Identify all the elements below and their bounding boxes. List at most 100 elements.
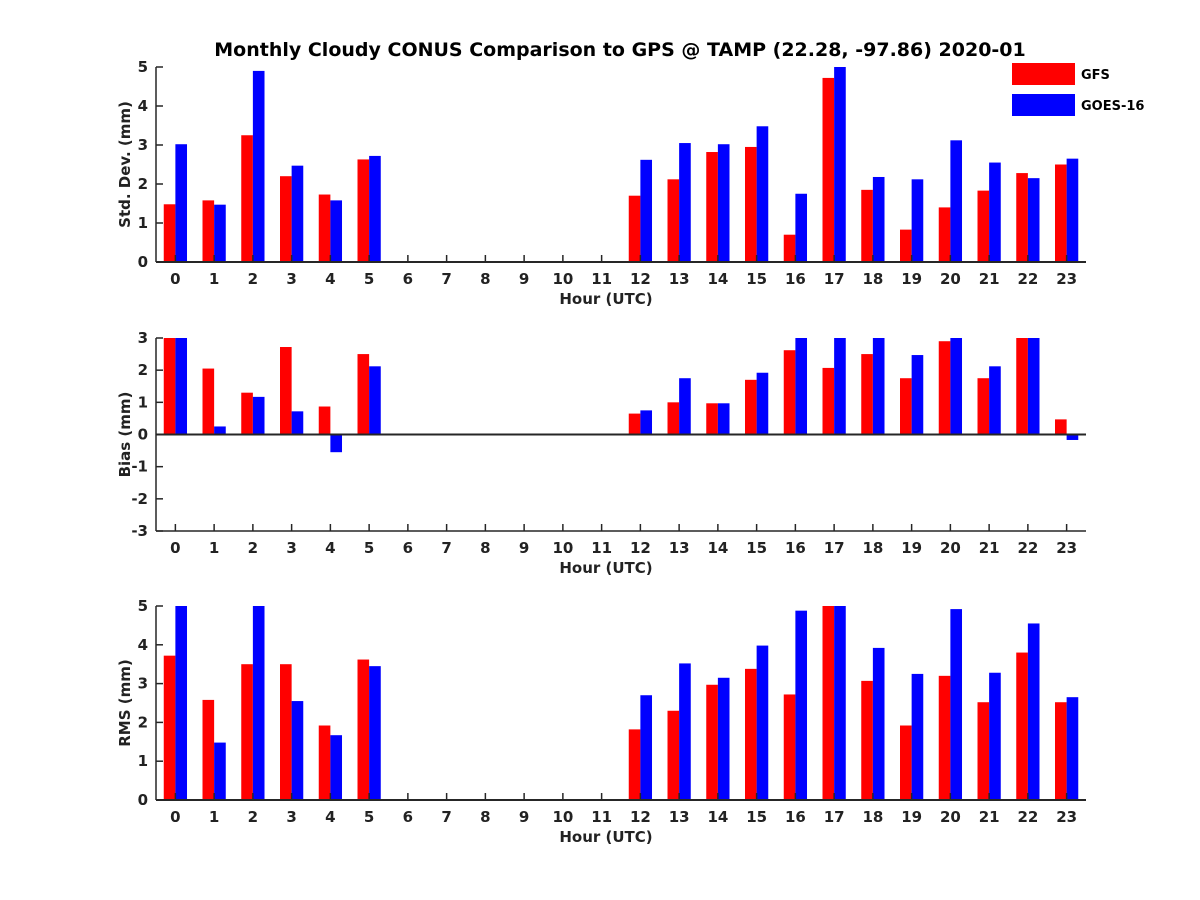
bar-goes-16-hour-21 <box>989 672 1001 800</box>
legend-label-gfs: GFS <box>1081 68 1110 83</box>
bar-gfs-hour-0 <box>163 655 176 800</box>
y-tick-label: 0 <box>138 426 148 444</box>
x-tick-label: 21 <box>979 270 1000 288</box>
bar-gfs-hour-19 <box>900 378 912 435</box>
bar-goes-16-hour-13 <box>679 663 691 800</box>
bar-gfs-hour-16 <box>783 694 796 800</box>
x-tick-label: 11 <box>591 270 612 288</box>
bar-gfs-hour-16 <box>783 350 796 435</box>
bar-goes-16-hour-21 <box>989 162 1001 262</box>
x-tick-label: 15 <box>746 539 767 557</box>
x-tick-label: 11 <box>591 539 612 557</box>
x-tick-label: 16 <box>785 270 806 288</box>
bar-goes-16-hour-2 <box>252 70 265 263</box>
bar-goes-16-hour-22 <box>1027 623 1040 800</box>
bar-goes-16-hour-0 <box>175 338 188 435</box>
bar-goes-16-hour-15 <box>756 372 769 435</box>
y-tick-label: -1 <box>131 458 148 476</box>
y-tick-label: -3 <box>131 522 148 540</box>
bar-goes-16-hour-16 <box>795 610 808 800</box>
bar-gfs-hour-3 <box>280 347 292 435</box>
bar-goes-16-hour-17 <box>834 67 846 262</box>
x-axis-label: Hour (UTC) <box>559 290 652 308</box>
bar-gfs-hour-20 <box>938 341 951 435</box>
bar-gfs-hour-17 <box>822 606 835 800</box>
bar-gfs-hour-5 <box>357 159 370 262</box>
bar-gfs-hour-2 <box>241 664 253 800</box>
x-tick-label: 11 <box>591 808 612 826</box>
bar-gfs-hour-5 <box>357 659 370 800</box>
x-tick-label: 0 <box>170 808 180 826</box>
x-tick-label: 23 <box>1056 539 1077 557</box>
y-tick-label: -2 <box>131 490 148 508</box>
y-tick-label: 2 <box>138 175 148 193</box>
x-tick-label: 7 <box>441 808 451 826</box>
x-tick-label: 12 <box>630 270 651 288</box>
bar-gfs-hour-13 <box>667 179 680 262</box>
x-tick-label: 15 <box>746 270 767 288</box>
x-tick-label: 4 <box>325 270 335 288</box>
x-tick-label: 9 <box>519 539 529 557</box>
x-tick-label: 14 <box>707 808 728 826</box>
x-tick-label: 19 <box>901 808 922 826</box>
bar-goes-16-hour-23 <box>1066 697 1079 800</box>
bar-gfs-hour-4 <box>318 194 331 262</box>
bar-gfs-hour-13 <box>667 402 680 435</box>
bar-gfs-hour-20 <box>938 207 951 262</box>
x-tick-label: 12 <box>630 539 651 557</box>
x-tick-label: 14 <box>707 539 728 557</box>
x-tick-label: 1 <box>209 270 219 288</box>
x-axis-label: Hour (UTC) <box>559 559 652 577</box>
bar-gfs-hour-14 <box>706 684 718 800</box>
chart-title: Monthly Cloudy CONUS Comparison to GPS @… <box>214 39 1026 61</box>
bar-goes-16-hour-15 <box>756 645 769 800</box>
x-tick-label: 9 <box>519 270 529 288</box>
x-tick-label: 23 <box>1056 808 1077 826</box>
bar-goes-16-hour-17 <box>834 338 846 435</box>
bar-gfs-hour-14 <box>706 152 718 262</box>
bar-gfs-hour-1 <box>202 699 215 800</box>
y-axis-label: Bias (mm) <box>116 392 134 478</box>
bar-gfs-hour-22 <box>1016 173 1028 262</box>
bar-gfs-hour-19 <box>900 725 912 800</box>
bar-gfs-hour-23 <box>1055 702 1067 800</box>
bar-goes-16-hour-14 <box>717 403 730 435</box>
bar-goes-16-hour-19 <box>911 673 924 800</box>
legend: GFS GOES-16 <box>1012 63 1144 116</box>
y-tick-label: 1 <box>138 393 148 411</box>
x-tick-label: 20 <box>940 808 961 826</box>
bar-gfs-hour-4 <box>318 406 331 435</box>
bar-gfs-hour-15 <box>745 668 757 800</box>
bar-goes-16-hour-15 <box>756 126 769 262</box>
legend-swatch-goes-16 <box>1012 94 1075 116</box>
bar-goes-16-hour-13 <box>679 143 691 262</box>
x-tick-label: 5 <box>364 539 374 557</box>
bar-goes-16-hour-1 <box>214 204 226 262</box>
bar-gfs-hour-3 <box>280 664 292 800</box>
bar-gfs-hour-22 <box>1016 338 1028 435</box>
y-tick-label: 3 <box>138 675 148 693</box>
bar-goes-16-hour-14 <box>717 677 730 800</box>
x-tick-label: 22 <box>1017 270 1038 288</box>
x-tick-label: 7 <box>441 270 451 288</box>
bar-gfs-hour-12 <box>628 413 641 435</box>
bar-gfs-hour-13 <box>667 710 680 800</box>
bar-goes-16-hour-12 <box>640 159 653 262</box>
x-tick-label: 6 <box>403 539 413 557</box>
x-tick-label: 2 <box>248 539 258 557</box>
x-tick-label: 9 <box>519 808 529 826</box>
x-tick-label: 20 <box>940 270 961 288</box>
bar-goes-16-hour-3 <box>291 165 304 262</box>
x-tick-label: 3 <box>286 270 296 288</box>
x-tick-label: 2 <box>248 808 258 826</box>
bar-gfs-hour-21 <box>977 378 990 435</box>
x-tick-label: 8 <box>480 270 490 288</box>
x-tick-label: 1 <box>209 808 219 826</box>
x-tick-label: 21 <box>979 808 1000 826</box>
bar-goes-16-hour-4 <box>330 434 343 453</box>
x-tick-label: 8 <box>480 539 490 557</box>
x-tick-label: 4 <box>325 808 335 826</box>
